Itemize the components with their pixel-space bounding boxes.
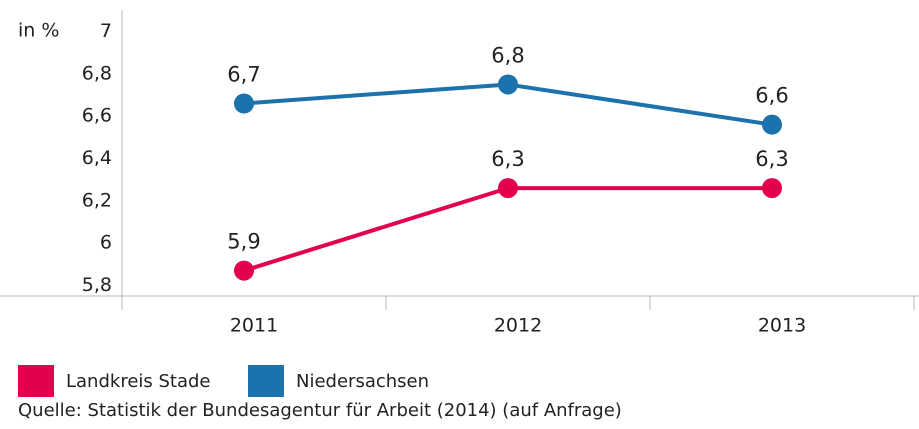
marker <box>762 114 782 135</box>
marker <box>498 178 518 199</box>
y-tick-label: 6,6 <box>82 105 112 127</box>
line <box>243 186 772 273</box>
y-tick-label: 6 <box>100 232 112 254</box>
legend-swatch <box>248 365 284 397</box>
marker <box>762 178 782 199</box>
y-tick-label: 6,4 <box>82 147 112 169</box>
data-label: 5,9 <box>227 230 260 254</box>
marker <box>234 93 254 114</box>
marker <box>234 260 254 281</box>
data-label: 6,6 <box>755 84 788 108</box>
source: Quelle: Statistik der Bundesagentur für … <box>18 400 622 421</box>
legend-label: Niedersachsen <box>296 371 429 392</box>
x-tick-label: 2013 <box>758 315 806 337</box>
marker <box>498 74 518 95</box>
data-label: 6,7 <box>227 63 260 87</box>
data-label: 6,3 <box>755 147 788 171</box>
data-label: 6,3 <box>491 147 524 171</box>
y-tick-label: 5,8 <box>82 274 112 296</box>
y-tick-label: 7 <box>100 20 112 42</box>
y-axis-label: in % <box>18 20 59 42</box>
y-tick-label: 6,8 <box>82 62 112 84</box>
legend-label: Landkreis Stade <box>66 371 211 392</box>
x-tick-label: 2012 <box>494 315 542 337</box>
y-tick-label: 6,2 <box>82 189 112 211</box>
legend-swatch <box>18 365 54 397</box>
data-label: 6,8 <box>491 43 524 67</box>
x-tick-label: 2011 <box>230 315 278 337</box>
